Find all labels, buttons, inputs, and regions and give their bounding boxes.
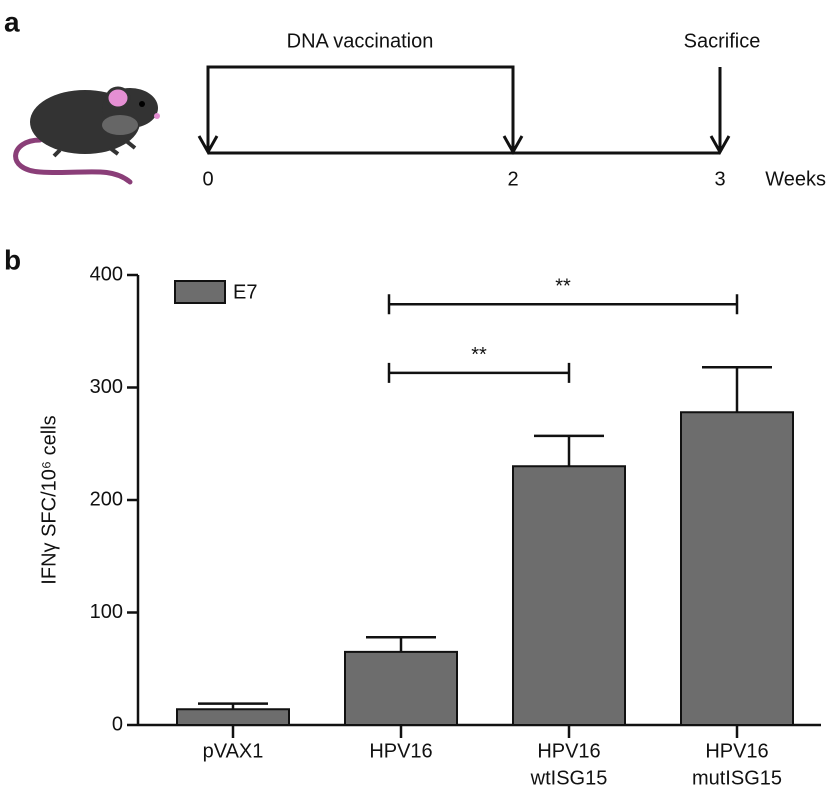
significance-label: ** bbox=[555, 276, 571, 298]
significance-bracket bbox=[387, 362, 571, 383]
time-label: 0 bbox=[202, 168, 213, 190]
endpoint-label: Sacrifice bbox=[684, 30, 761, 52]
x-tick-label: HPV16 bbox=[537, 740, 600, 762]
panel-label: a bbox=[4, 6, 20, 37]
time-unit: Weeks bbox=[765, 168, 826, 190]
panel-label: b bbox=[4, 244, 21, 275]
bar bbox=[680, 411, 794, 726]
x-tick-label: wtISG15 bbox=[530, 767, 608, 789]
y-tick-label: 200 bbox=[90, 488, 123, 510]
y-tick-label: 300 bbox=[90, 376, 123, 398]
legend-label: E7 bbox=[233, 281, 257, 303]
phase-label: DNA vaccination bbox=[287, 30, 434, 52]
bar bbox=[512, 465, 626, 726]
x-tick-label: mutISG15 bbox=[692, 767, 782, 789]
time-label: 2 bbox=[507, 168, 518, 190]
y-tick-label: 0 bbox=[112, 713, 123, 735]
x-tick-label: HPV16 bbox=[705, 740, 768, 762]
x-tick-label: HPV16 bbox=[369, 740, 432, 762]
significance-bracket bbox=[387, 294, 739, 315]
bar bbox=[344, 650, 458, 726]
time-label: 3 bbox=[714, 168, 725, 190]
error-bar bbox=[534, 434, 604, 467]
legend-swatch bbox=[174, 280, 226, 304]
bar bbox=[176, 708, 290, 726]
y-axis-title: IFNγ SFC/10⁶ cells bbox=[38, 415, 60, 584]
y-tick-label: 400 bbox=[90, 263, 123, 285]
significance-label: ** bbox=[471, 344, 487, 366]
timeline bbox=[197, 65, 731, 156]
error-bar bbox=[702, 366, 772, 413]
error-bar bbox=[366, 636, 436, 652]
x-tick-label: pVAX1 bbox=[203, 740, 264, 762]
y-tick-label: 100 bbox=[90, 601, 123, 623]
mouse-icon bbox=[13, 86, 160, 185]
